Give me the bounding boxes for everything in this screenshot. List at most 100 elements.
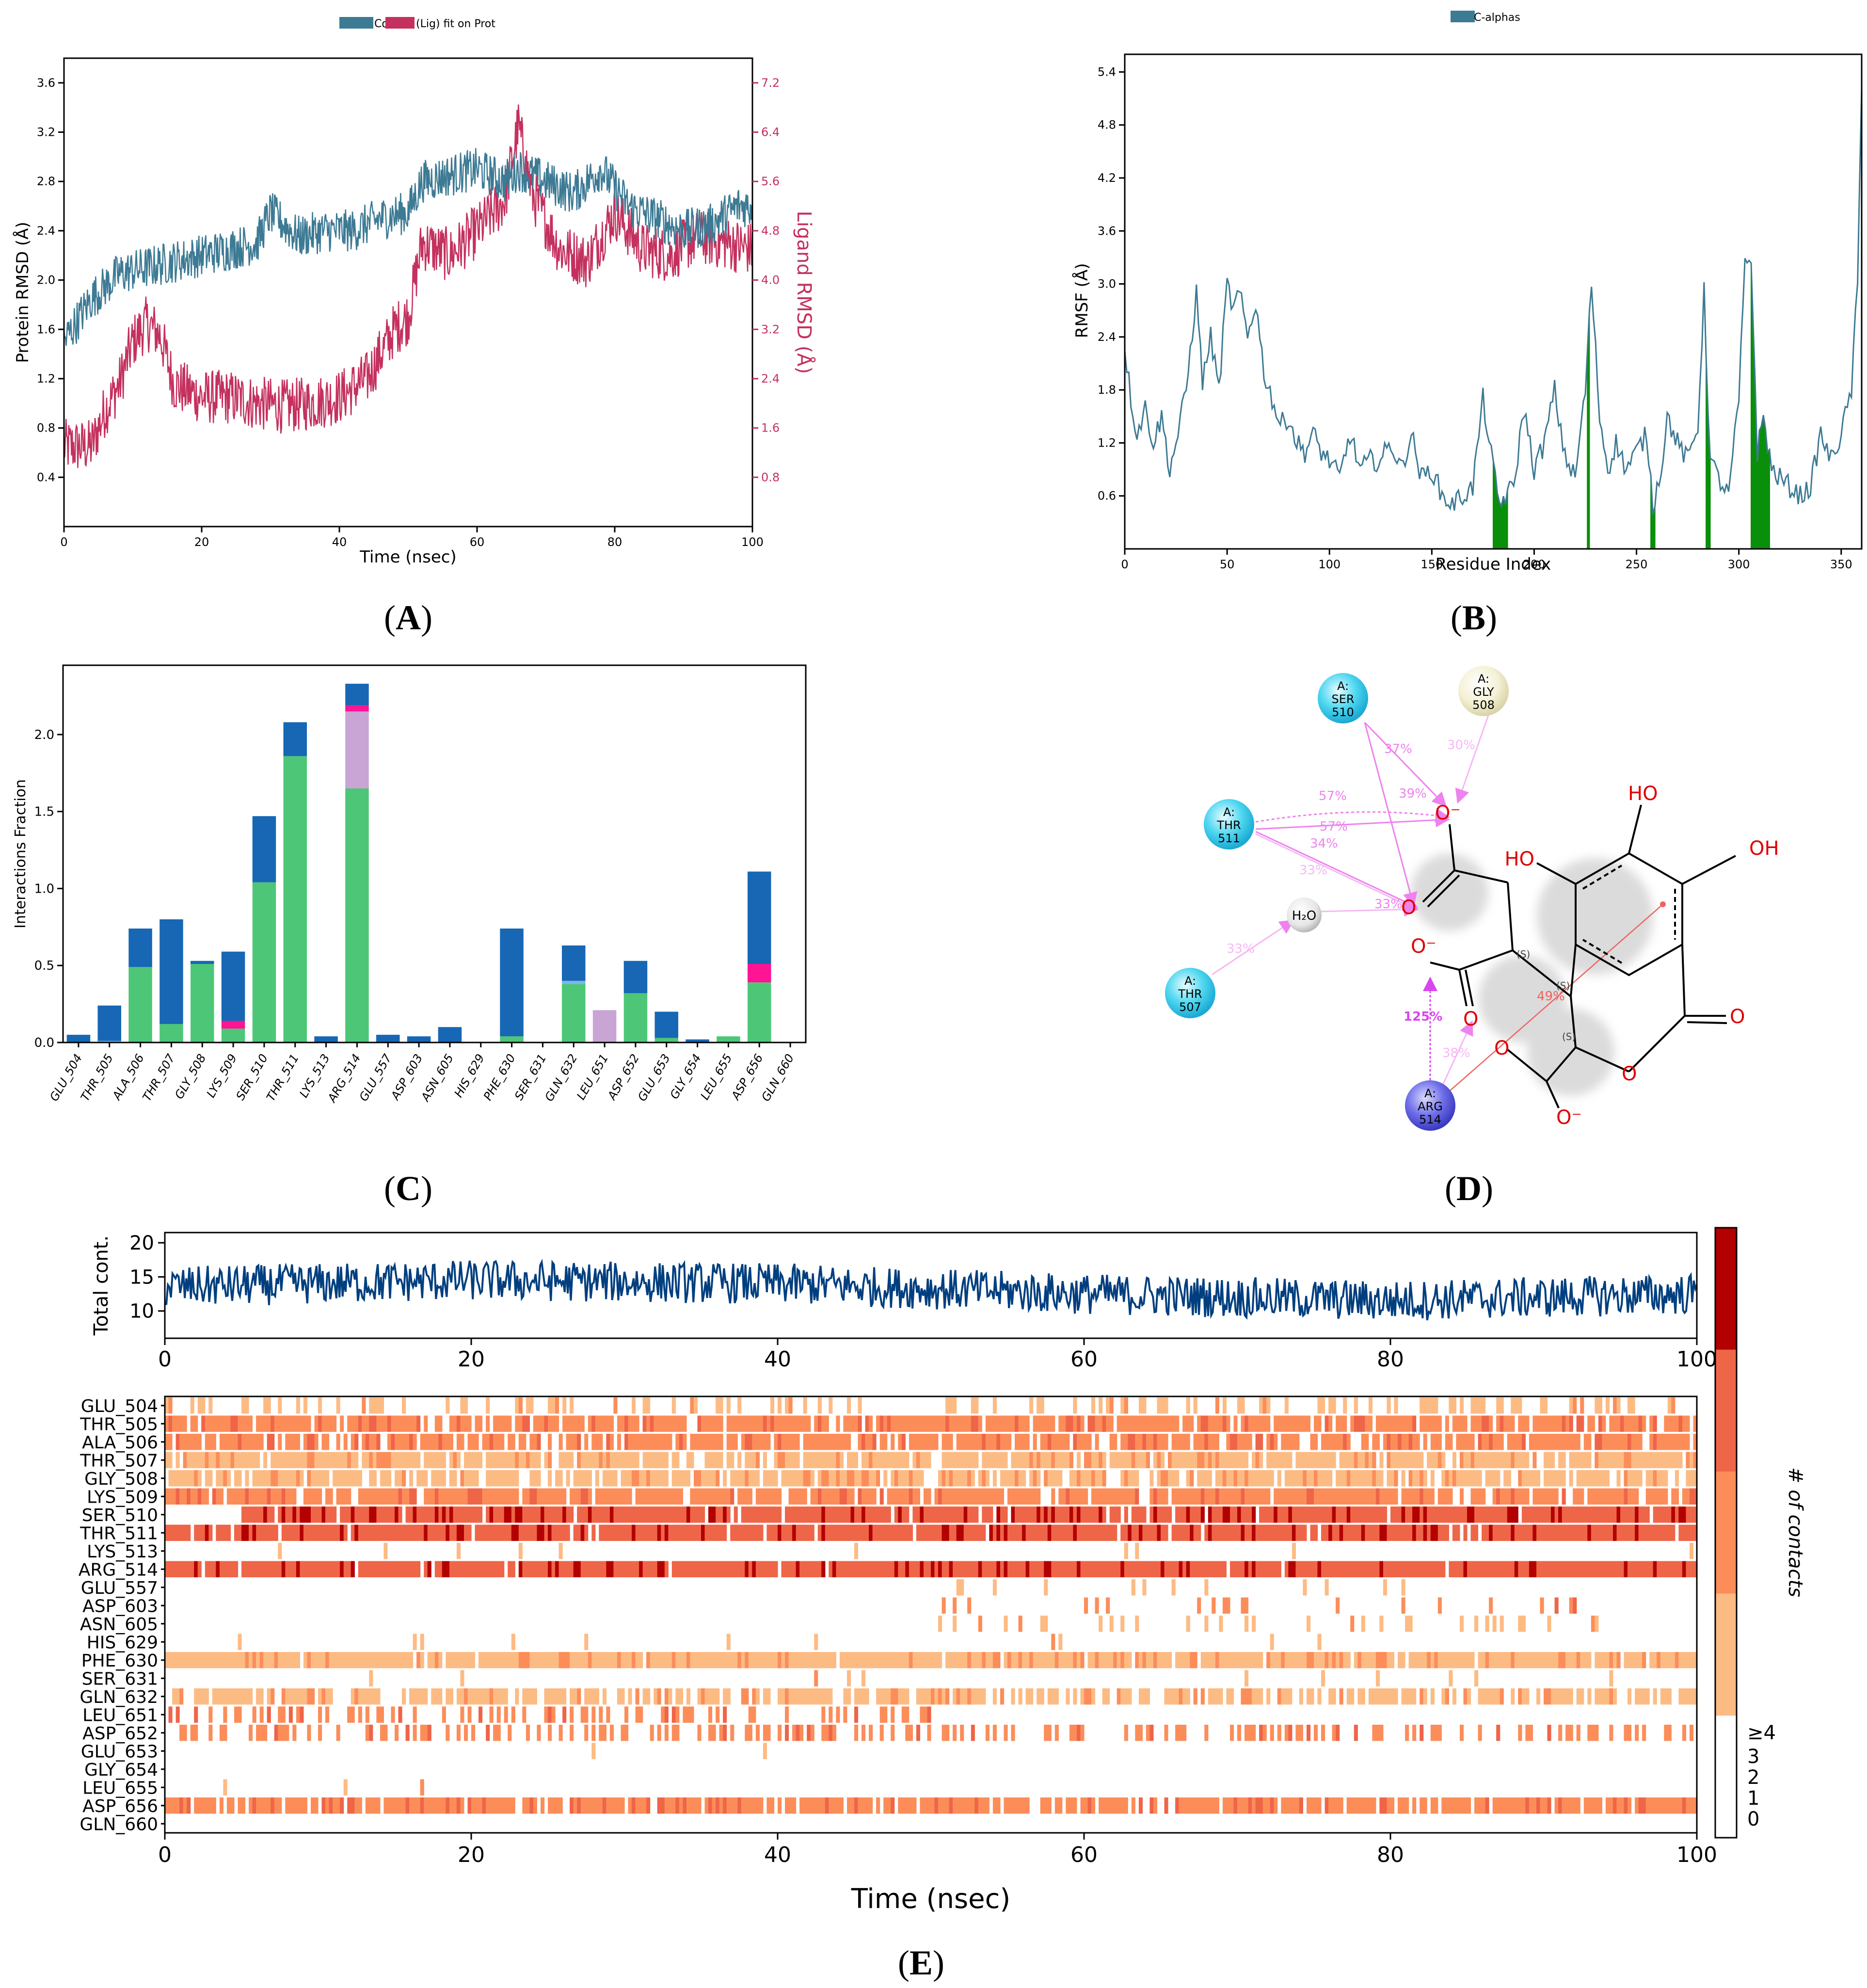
heat-cell-phe-630 [898,1652,902,1668]
heat-cell-thr-507 [916,1452,920,1468]
heat-cell-ala-506 [1693,1434,1697,1450]
heat-cell-arg-514 [1018,1561,1022,1577]
heat-cell-gln-632 [325,1688,330,1705]
heat-cell-gln-632 [1080,1688,1085,1705]
heat-cell-arg-514 [1274,1561,1278,1577]
heat-cell-thr-511 [1660,1524,1664,1541]
heat-cell-arg-514 [573,1561,577,1577]
heat-cell-asp-656 [391,1797,395,1814]
heat-cell-gln-632 [256,1688,260,1705]
heat-cell-asp-656 [460,1797,464,1814]
heat-cell-phe-630 [1518,1652,1522,1668]
heat-cell-leu-651 [358,1706,362,1723]
heat-cell-thr-511 [803,1524,807,1541]
heat-cell-lys-509 [1233,1488,1238,1505]
heat-cell-gly-508 [1343,1470,1347,1487]
heat-cell-thr-511 [183,1524,187,1541]
heat-cell-arg-514 [905,1561,910,1577]
heat-cell-thr-511 [1252,1524,1256,1541]
heat-cell-asp-656 [1511,1797,1515,1814]
heat-cell-ser-510 [252,1507,256,1523]
heat-cell-thr-511 [1580,1524,1584,1541]
heat-cell-ala-506 [1321,1434,1325,1450]
heat-cell-arg-514 [1131,1561,1135,1577]
heat-cell-ala-506 [238,1434,242,1450]
heat-cell-thr-507 [1245,1452,1249,1468]
heat-cell-ser-510 [1525,1507,1530,1523]
heat-cell-thr-505 [766,1415,771,1432]
heat-cell-leu-651 [723,1706,727,1723]
heat-cell-thr-511 [719,1524,723,1541]
heat-cell-thr-505 [836,1415,840,1432]
heat-cell-ala-506 [606,1434,610,1450]
heat-cell-arg-514 [792,1561,797,1577]
heat-cell-asp-652 [274,1725,278,1741]
bar-gly-508 [191,961,214,964]
heat-cell-phe-630 [1117,1652,1121,1668]
heat-cell-leu-651 [785,1706,789,1723]
heat-cell-arg-514 [1161,1561,1165,1577]
heat-cell-thr-505 [1379,1415,1384,1432]
heat-cell-ser-510 [708,1507,713,1523]
heat-cell-thr-507 [1113,1452,1117,1468]
heat-cell-arg-514 [197,1561,202,1577]
heat-cell-arg-514 [690,1561,694,1577]
heat-cell-ser-510 [1427,1507,1431,1523]
panel-a-y2label: Ligand RMSD (Å) [793,211,816,374]
heat-cell-thr-507 [449,1452,453,1468]
heat-cell-thr-511 [1233,1524,1238,1541]
heat-cell-glu-504 [646,1397,651,1414]
heat-cell-phe-630 [1274,1652,1278,1668]
heat-cell-arg-514 [1408,1561,1413,1577]
heat-cell-phe-630 [1281,1652,1285,1668]
heat-cell-gly-508 [537,1470,541,1487]
heat-cell-thr-507 [395,1452,399,1468]
heat-cell-arg-514 [1029,1561,1034,1577]
heat-cell-thr-505 [817,1415,822,1432]
heat-cell-lys-509 [413,1488,417,1505]
heat-cell-gly-508 [292,1470,297,1487]
heat-cell-thr-511 [621,1524,625,1541]
heat-cell-ala-506 [533,1434,537,1450]
heat-cell-gly-508 [1624,1470,1628,1487]
heat-cell-glu-504 [1460,1397,1464,1414]
heat-cell-lys-509 [303,1488,307,1505]
heat-cell-ser-510 [1047,1507,1052,1523]
heat-cell-thr-511 [307,1524,311,1541]
heat-cell-phe-630 [1682,1652,1686,1668]
heat-cell-gln-632 [1084,1688,1088,1705]
heat-cell-gln-632 [1605,1688,1610,1705]
heat-cell-arg-514 [799,1561,804,1577]
heat-cell-ala-506 [518,1434,523,1450]
heat-cell-arg-514 [865,1561,869,1577]
heat-cell-asp-652 [1434,1725,1438,1741]
top-x-tick-label: 100 [1676,1347,1717,1372]
heat-cell-gly-508 [1128,1470,1132,1487]
heat-cell-phe-630 [1080,1652,1085,1668]
heat-cell-ser-510 [1343,1507,1347,1523]
y-tick-label: 0.8 [37,421,55,435]
legend-label-ligand: (Lig) fit on Prot [416,18,495,30]
heat-cell-thr-511 [340,1524,344,1541]
heat-cell-thr-505 [755,1415,760,1432]
bar-thr-505 [97,1041,121,1042]
heat-cell-asp-603 [1336,1597,1340,1614]
heat-cell-arg-514 [168,1561,173,1577]
heat-cell-thr-505 [924,1415,928,1432]
heat-cell-phe-630 [887,1652,891,1668]
heat-cell-arg-514 [395,1561,399,1577]
heat-cell-arg-514 [1427,1561,1431,1577]
heat-cell-ala-506 [1463,1434,1468,1450]
heat-cell-gly-508 [1292,1470,1296,1487]
panel-a-lines [63,104,753,468]
heat-cell-ser-510 [1511,1507,1515,1523]
heat-cell-glu-557 [1324,1579,1329,1596]
heat-cell-thr-511 [1069,1524,1073,1541]
heat-cell-arg-514 [1613,1561,1617,1577]
heat-cell-ser-510 [1562,1507,1566,1523]
heat-cell-arg-514 [570,1561,574,1577]
heat-cell-ser-510 [1037,1507,1041,1523]
heat-cell-arg-514 [1412,1561,1417,1577]
heat-cell-lys-509 [1321,1488,1325,1505]
heat-cell-asp-656 [1635,1797,1639,1814]
